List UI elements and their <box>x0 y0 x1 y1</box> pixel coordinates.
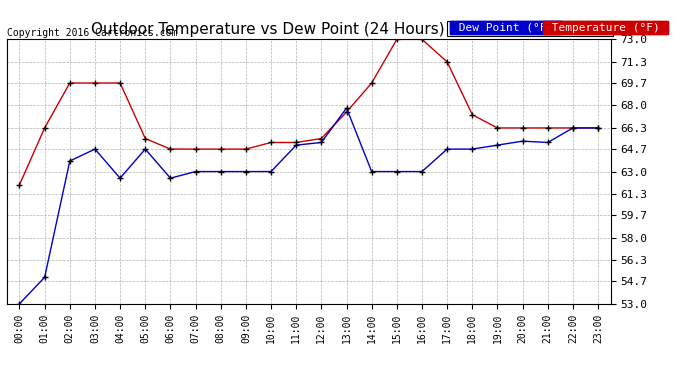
Title: Outdoor Temperature vs Dew Point (24 Hours) 20160921: Outdoor Temperature vs Dew Point (24 Hou… <box>91 22 526 37</box>
Text: Copyright 2016 Cartronics.com: Copyright 2016 Cartronics.com <box>7 28 177 38</box>
Text: Temperature (°F): Temperature (°F) <box>545 23 667 33</box>
Text: Temperature (°F): Temperature (°F) <box>545 23 667 33</box>
Text: Dew Point (°F): Dew Point (°F) <box>452 23 560 33</box>
Text: Dew Point (°F): Dew Point (°F) <box>452 23 560 33</box>
